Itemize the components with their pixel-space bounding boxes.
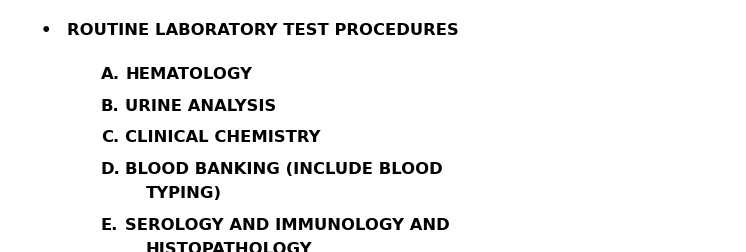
Text: URINE ANALYSIS: URINE ANALYSIS — [125, 98, 277, 113]
Text: HISTOPATHOLOGY: HISTOPATHOLOGY — [145, 241, 312, 252]
Text: B.: B. — [101, 98, 119, 113]
Text: TYPING): TYPING) — [145, 185, 222, 200]
Text: CLINICAL CHEMISTRY: CLINICAL CHEMISTRY — [125, 130, 321, 145]
Text: ROUTINE LABORATORY TEST PROCEDURES: ROUTINE LABORATORY TEST PROCEDURES — [67, 23, 459, 38]
Text: A.: A. — [101, 67, 119, 82]
Text: BLOOD BANKING (INCLUDE BLOOD: BLOOD BANKING (INCLUDE BLOOD — [125, 161, 443, 176]
Text: •: • — [41, 23, 51, 38]
Text: E.: E. — [101, 217, 118, 232]
Text: C.: C. — [101, 130, 119, 145]
Text: HEMATOLOGY: HEMATOLOGY — [125, 67, 252, 82]
Text: D.: D. — [101, 161, 120, 176]
Text: SEROLOGY AND IMMUNOLOGY AND: SEROLOGY AND IMMUNOLOGY AND — [125, 217, 450, 232]
